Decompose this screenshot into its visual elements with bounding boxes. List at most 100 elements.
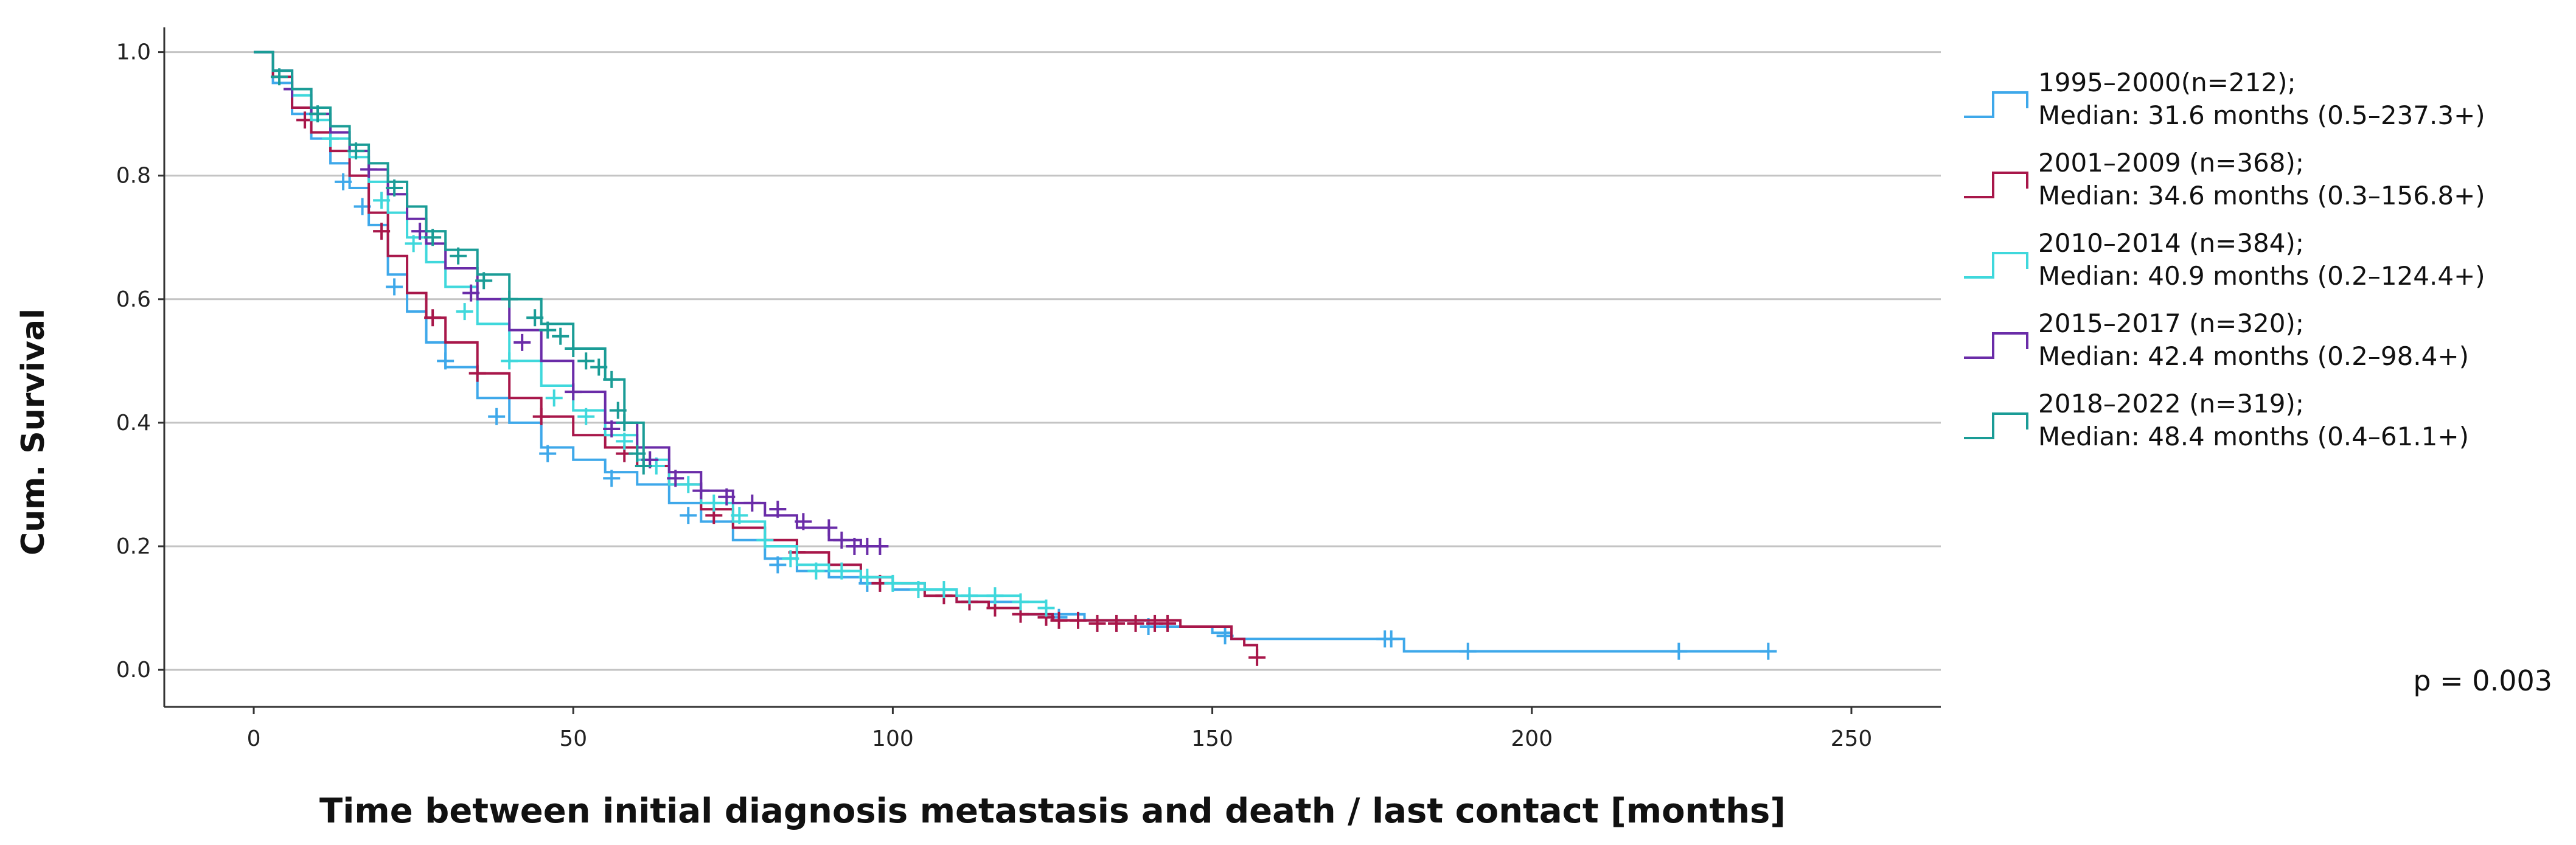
censor-mark — [871, 537, 889, 555]
censor-mark — [833, 531, 851, 549]
censor-mark — [692, 482, 710, 499]
censor-mark — [271, 68, 288, 86]
censor-mark — [718, 488, 736, 506]
censor-mark — [501, 352, 518, 370]
censor-mark — [577, 352, 595, 370]
censor-mark — [628, 445, 646, 462]
legend-entry-1: 2001–2009 (n=368); Median: 34.6 months (0… — [1964, 148, 2485, 210]
legend-entry-4: 2018–2022 (n=319); Median: 48.4 months (0… — [1964, 389, 2469, 451]
censor-mark — [373, 192, 391, 209]
y-tick-label: 0.0 — [116, 658, 151, 683]
tick-labels: 0.0 0.2 0.4 0.6 0.8 1.0 0 50 100 150 200 250 — [116, 40, 1873, 751]
y-tick-label: 0.2 — [116, 534, 151, 559]
censor-mark — [705, 494, 723, 512]
x-tick-label: 0 — [247, 726, 261, 751]
y-tick-label: 0.8 — [116, 164, 151, 189]
censor-mark — [1248, 649, 1266, 666]
censor-mark — [1037, 599, 1055, 617]
censor-mark — [309, 105, 327, 123]
censor-mark — [743, 494, 761, 512]
censor-mark — [782, 550, 799, 568]
legend-median: Median: 31.6 months (0.5–237.3+) — [2038, 100, 2485, 130]
legend-median: Median: 42.4 months (0.2–98.4+) — [2038, 341, 2469, 371]
y-tick-label: 1.0 — [116, 40, 151, 65]
censor-mark — [1108, 614, 1126, 632]
censor-mark — [609, 402, 627, 419]
censor-mark — [450, 247, 467, 265]
legend-label: 2015–2017 (n=320); — [2038, 308, 2304, 338]
censor-mark — [565, 383, 582, 401]
gridlines — [164, 51, 1941, 671]
censor-mark — [858, 568, 876, 586]
censor-mark — [565, 340, 582, 358]
censor-mark — [462, 284, 480, 302]
survival-curve-3 — [254, 50, 880, 548]
censor-mark — [616, 433, 633, 450]
censor-mark — [475, 272, 493, 290]
censor-mark — [552, 327, 569, 345]
censor-mark — [545, 389, 563, 407]
censor-mark — [1088, 614, 1106, 632]
x-axis-title: Time between initial diagnosis metastasi… — [319, 791, 1786, 831]
censor-mark — [501, 290, 518, 308]
censor-mark — [347, 142, 365, 160]
censor-mark — [532, 408, 550, 425]
y-axis-title: Cum. Survival — [15, 308, 52, 555]
y-tick-label: 0.4 — [116, 411, 151, 436]
censor-mark — [1459, 642, 1477, 660]
censor-mark — [1760, 642, 1777, 660]
censor-mark — [1127, 614, 1144, 632]
x-tick-label: 50 — [559, 726, 587, 751]
censor-mark — [437, 352, 454, 370]
legend-entry-3: 2015–2017 (n=320);Median: 42.4 months (0… — [1964, 308, 2469, 371]
censor-mark — [373, 223, 391, 240]
censor-mark — [769, 556, 787, 574]
censor-mark — [1012, 593, 1029, 611]
censor-mark — [680, 476, 697, 493]
censor-mark — [526, 309, 544, 327]
censor-mark — [961, 587, 978, 605]
x-tick-label: 150 — [1191, 726, 1233, 751]
censor-mark — [603, 470, 621, 487]
censor-mark — [386, 278, 403, 296]
censor-mark — [616, 414, 633, 431]
censor-mark — [539, 445, 557, 462]
censor-mark — [1670, 642, 1688, 660]
legend-entry-2: 2010–2014 (n=384);Median: 40.9 months (0… — [1964, 228, 2485, 291]
y-tick-label: 0.6 — [116, 287, 151, 312]
censor-mark — [590, 358, 608, 376]
censor-mark — [986, 587, 1004, 605]
legend-symbol — [1964, 252, 2028, 279]
censor-mark — [731, 507, 748, 524]
censor-mark — [807, 562, 825, 580]
censor-mark — [795, 513, 812, 530]
legend-entry-0: 1995–2000(n=212); Median: 31.6 months (0.… — [1964, 68, 2485, 130]
censor-mark — [667, 470, 684, 487]
censor-mark — [603, 370, 621, 388]
survival-curve-4 — [254, 50, 645, 466]
censor-mark — [756, 531, 774, 549]
axes — [158, 27, 1941, 714]
legend-label: 2010–2014 (n=384); — [2038, 228, 2304, 258]
censor-mark — [424, 309, 442, 327]
censor-mark — [769, 501, 787, 518]
legend-label: 1995–2000(n=212); — [2038, 68, 2296, 97]
censor-mark — [513, 333, 531, 351]
legend-symbol — [1964, 412, 2028, 439]
legend-symbol — [1964, 91, 2028, 118]
censor-mark — [1050, 611, 1068, 629]
censor-mark — [884, 574, 902, 592]
legend-symbol — [1964, 332, 2028, 359]
censor-mark — [820, 519, 838, 537]
censor-mark — [386, 179, 403, 197]
legend-symbol — [1964, 172, 2028, 198]
censor-mark — [577, 408, 595, 425]
legend-median: Median: 34.6 months (0.3–156.8+) — [2038, 181, 2485, 210]
p-value-annotation: p = 0.003 — [2413, 664, 2552, 697]
censor-mark — [456, 303, 473, 321]
legend: 1995–2000(n=212); Median: 31.6 months (0.… — [1964, 68, 2485, 451]
x-tick-label: 100 — [872, 726, 914, 751]
censor-mark — [539, 321, 557, 339]
legend-median: Median: 48.4 months (0.4–61.1+) — [2038, 422, 2469, 451]
